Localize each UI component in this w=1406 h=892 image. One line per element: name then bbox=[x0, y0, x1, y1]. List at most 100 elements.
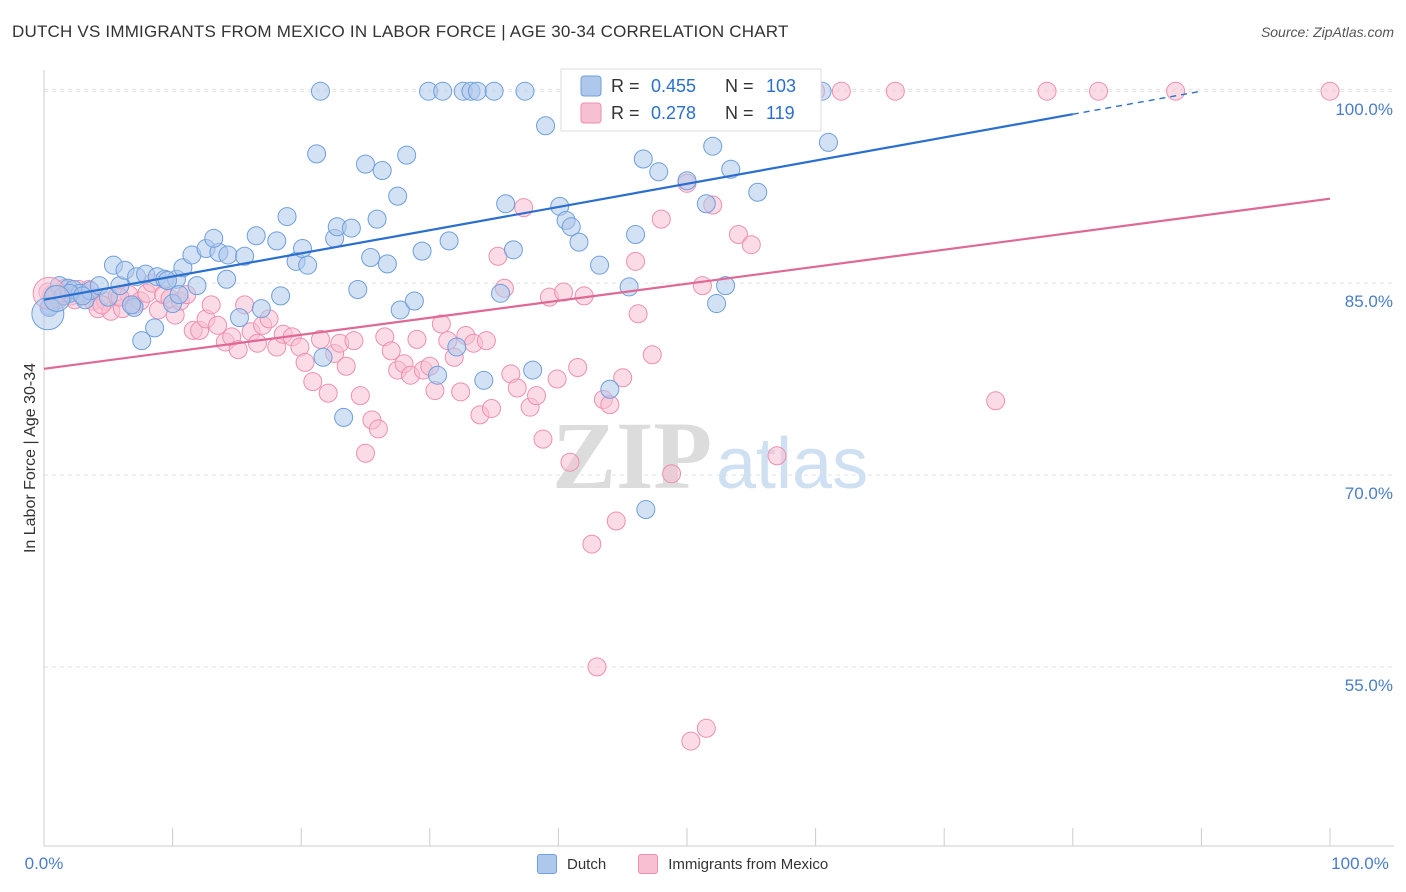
data-point bbox=[662, 464, 682, 484]
data-point bbox=[600, 379, 620, 399]
data-point bbox=[696, 718, 716, 738]
data-point bbox=[721, 159, 741, 179]
data-point bbox=[350, 386, 370, 406]
data-point bbox=[267, 231, 287, 251]
data-point bbox=[491, 283, 511, 303]
data-point bbox=[633, 149, 653, 169]
data-point bbox=[547, 369, 567, 389]
data-point bbox=[381, 341, 401, 361]
source-label: Source: ZipAtlas.com bbox=[1260, 24, 1394, 40]
trend-lines bbox=[43, 90, 1331, 370]
data-point bbox=[651, 209, 671, 229]
data-point bbox=[606, 511, 626, 531]
watermark-atlas: atlas bbox=[716, 424, 868, 504]
series-dutch-points bbox=[31, 81, 838, 520]
data-point bbox=[527, 386, 547, 406]
data-point bbox=[1320, 81, 1340, 101]
y-tick-labels: 100.0% 85.0% 70.0% 55.0% bbox=[1335, 100, 1393, 695]
y-tick-label: 85.0% bbox=[1345, 292, 1393, 311]
axes bbox=[43, 70, 1394, 847]
data-point bbox=[303, 372, 323, 392]
data-point bbox=[73, 286, 93, 306]
data-point bbox=[247, 333, 267, 353]
data-point bbox=[484, 81, 504, 101]
data-point bbox=[482, 398, 502, 418]
data-point bbox=[703, 136, 723, 156]
data-point bbox=[228, 340, 248, 360]
data-point bbox=[433, 81, 453, 101]
legend-swatch-mexico bbox=[580, 102, 602, 124]
data-point bbox=[590, 255, 610, 275]
x-tick-label-min: 0.0% bbox=[25, 854, 64, 873]
data-point bbox=[677, 171, 697, 191]
data-point bbox=[447, 337, 467, 357]
legend-box bbox=[560, 68, 822, 132]
data-point bbox=[388, 186, 408, 206]
data-point bbox=[692, 276, 712, 296]
data-point bbox=[728, 224, 748, 244]
data-point bbox=[560, 452, 580, 472]
data-point bbox=[515, 81, 535, 101]
legend-n-value-mexico: 119 bbox=[766, 103, 795, 123]
data-point bbox=[439, 231, 459, 251]
data-point bbox=[397, 145, 417, 165]
data-point bbox=[318, 383, 338, 403]
data-point bbox=[295, 352, 315, 372]
data-point bbox=[145, 318, 165, 338]
data-point bbox=[310, 81, 330, 101]
trendline-dutch bbox=[43, 113, 1073, 301]
y-tick-label: 55.0% bbox=[1345, 676, 1393, 695]
data-point bbox=[372, 161, 392, 181]
data-point bbox=[356, 443, 375, 463]
data-point bbox=[235, 246, 255, 266]
data-point bbox=[986, 391, 1006, 411]
data-point bbox=[587, 657, 607, 677]
data-point bbox=[251, 299, 271, 319]
legend-r-label-mexico: R = bbox=[611, 103, 640, 123]
data-point bbox=[271, 286, 291, 306]
data-point bbox=[169, 285, 189, 305]
legend-n-label-dutch: N = bbox=[725, 76, 754, 96]
data-point bbox=[428, 365, 448, 385]
data-point bbox=[336, 356, 356, 376]
legend-label-mexico: Immigrants from Mexico bbox=[668, 855, 829, 873]
watermark-zip: ZIP bbox=[552, 402, 712, 509]
data-point bbox=[696, 194, 716, 214]
data-point bbox=[218, 245, 238, 265]
data-point bbox=[229, 308, 249, 328]
data-point bbox=[767, 446, 787, 466]
legend-swatch-dutch bbox=[580, 75, 602, 97]
legend-r-value-dutch: 0.455 bbox=[651, 76, 696, 96]
data-point bbox=[523, 360, 543, 380]
legend-r-value-mexico: 0.278 bbox=[651, 103, 696, 123]
data-point bbox=[649, 162, 669, 182]
data-point bbox=[818, 132, 838, 152]
data-point bbox=[368, 419, 388, 439]
data-point bbox=[132, 331, 152, 351]
data-point bbox=[412, 241, 432, 261]
data-point bbox=[201, 295, 221, 315]
data-point bbox=[681, 731, 701, 751]
data-point bbox=[1089, 81, 1109, 101]
y-tick-label: 100.0% bbox=[1335, 100, 1393, 119]
data-point bbox=[474, 370, 494, 390]
data-point bbox=[568, 358, 588, 378]
data-point bbox=[187, 276, 207, 296]
data-point bbox=[451, 382, 471, 402]
data-point bbox=[569, 232, 589, 252]
trendline-mexico bbox=[43, 197, 1331, 370]
data-point bbox=[626, 224, 646, 244]
legend-swatch-mexico-bottom bbox=[638, 854, 659, 874]
data-point bbox=[390, 300, 410, 320]
data-point bbox=[217, 269, 237, 289]
data-point bbox=[348, 279, 368, 299]
data-point bbox=[341, 218, 361, 238]
data-point bbox=[831, 81, 851, 101]
data-point bbox=[313, 347, 333, 367]
data-point bbox=[334, 407, 354, 427]
legend-r-label-dutch: R = bbox=[611, 76, 640, 96]
y-axis-label: In Labor Force | Age 30-34 bbox=[22, 363, 39, 553]
data-point bbox=[626, 251, 646, 271]
legend-swatch-dutch-bottom bbox=[537, 854, 557, 874]
